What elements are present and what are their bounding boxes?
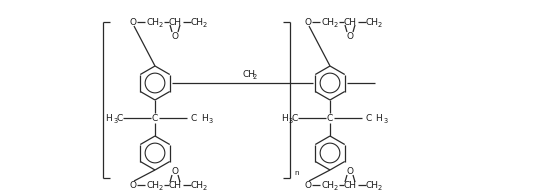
Text: C: C: [366, 113, 372, 122]
Text: CH: CH: [243, 70, 256, 79]
Text: CH: CH: [190, 17, 204, 26]
Text: O: O: [129, 181, 136, 190]
Text: 3: 3: [114, 118, 118, 124]
Text: O: O: [305, 181, 311, 190]
Text: CH: CH: [168, 181, 182, 190]
Text: H: H: [376, 113, 382, 122]
Text: 2: 2: [378, 22, 382, 28]
Text: O: O: [172, 166, 179, 175]
Text: H: H: [201, 113, 207, 122]
Text: 2: 2: [203, 22, 207, 28]
Text: 3: 3: [289, 118, 293, 124]
Text: 2: 2: [203, 185, 207, 191]
Text: CH: CH: [322, 181, 334, 190]
Text: 3: 3: [384, 118, 388, 124]
Text: O: O: [305, 17, 311, 26]
Text: CH: CH: [344, 17, 356, 26]
Text: H: H: [280, 113, 287, 122]
Text: CH: CH: [322, 17, 334, 26]
Text: 2: 2: [159, 22, 163, 28]
Text: O: O: [129, 17, 136, 26]
Text: O: O: [172, 32, 179, 41]
Text: 2: 2: [252, 74, 257, 80]
Text: C: C: [327, 113, 333, 122]
Text: C: C: [191, 113, 197, 122]
Text: 2: 2: [334, 22, 338, 28]
Text: CH: CH: [366, 17, 378, 26]
Text: O: O: [346, 166, 354, 175]
Text: O: O: [346, 32, 354, 41]
Text: CH: CH: [146, 181, 160, 190]
Text: 2: 2: [378, 185, 382, 191]
Text: n: n: [295, 170, 299, 176]
Text: CH: CH: [344, 181, 356, 190]
Text: CH: CH: [366, 181, 378, 190]
Text: 3: 3: [209, 118, 213, 124]
Text: C: C: [117, 113, 123, 122]
Text: 2: 2: [159, 185, 163, 191]
Text: C: C: [152, 113, 158, 122]
Text: H: H: [106, 113, 112, 122]
Text: CH: CH: [190, 181, 204, 190]
Text: CH: CH: [146, 17, 160, 26]
Text: CH: CH: [168, 17, 182, 26]
Text: 2: 2: [334, 185, 338, 191]
Text: C: C: [292, 113, 298, 122]
